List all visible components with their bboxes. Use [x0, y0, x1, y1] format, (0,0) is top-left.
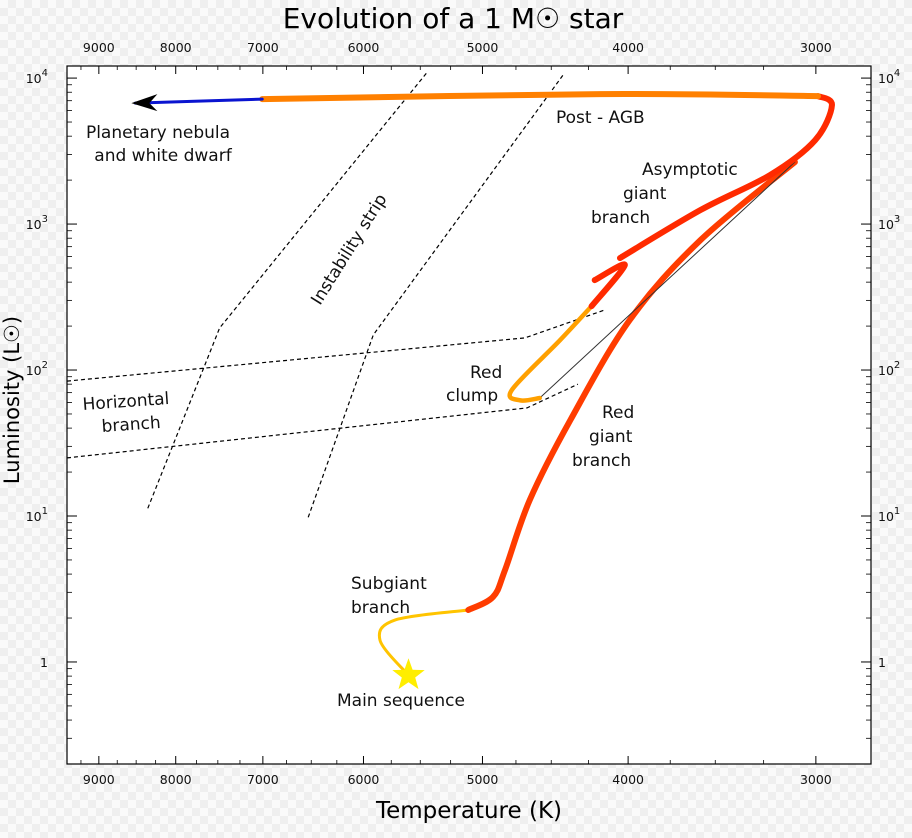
- y-tick-base: 10: [878, 363, 894, 378]
- arrow-head-icon: [131, 94, 158, 112]
- y-tick-exponent: 4: [894, 68, 900, 79]
- x-tick-label-bottom: 5000: [467, 772, 499, 787]
- label-horizontal-branch-2: branch: [101, 413, 161, 437]
- y-tick-base: 10: [26, 509, 42, 524]
- horizontal-branch-lower-line: [66, 383, 579, 459]
- x-tick-label-bottom: 3000: [800, 772, 832, 787]
- asymptotic-giant-track: [588, 261, 628, 310]
- y-tick-exponent: 2: [894, 360, 900, 371]
- y-tick-label-left: 103: [26, 214, 48, 232]
- label-post-agb: Post - AGB: [556, 108, 645, 128]
- y-tick-label-right: 102: [878, 360, 900, 378]
- x-tick-label-top: 8000: [160, 40, 192, 55]
- y-tick-exponent: 3: [42, 214, 48, 225]
- instability-strip-right-line: [307, 72, 565, 518]
- x-tick-label-top: 6000: [348, 40, 380, 55]
- y-tick-base: 1: [40, 655, 48, 670]
- label-agb-3: branch: [591, 208, 650, 228]
- x-tick-label-top: 5000: [467, 40, 499, 55]
- x-tick-label-top: 3000: [800, 40, 832, 55]
- x-tick-label-top: 9000: [83, 40, 115, 55]
- subgiant-track: [377, 608, 470, 677]
- x-tick-label-bottom: 9000: [83, 772, 115, 787]
- y-tick-base: 1: [878, 655, 886, 670]
- label-main-sequence: Main sequence: [337, 691, 465, 711]
- post-agb-track: [259, 91, 822, 103]
- y-tick-exponent: 1: [894, 506, 900, 517]
- label-red-clump-2: clump: [446, 386, 498, 406]
- label-subgiant-1: Subgiant: [351, 574, 427, 594]
- asymptotic-giant-upper-track: [617, 93, 835, 262]
- label-subgiant-2: branch: [351, 598, 410, 618]
- y-tick-base: 10: [26, 363, 42, 378]
- x-tick-label-bottom: 8000: [160, 772, 192, 787]
- y-tick-exponent: 1: [42, 506, 48, 517]
- label-agb-1: Asymptotic: [642, 160, 738, 180]
- y-tick-base: 10: [878, 71, 894, 86]
- label-red-giant-1: Red: [602, 403, 634, 423]
- x-tick-label-bottom: 6000: [348, 772, 380, 787]
- plot-area: [66, 65, 872, 765]
- y-tick-base: 10: [878, 217, 894, 232]
- y-tick-base: 10: [878, 509, 894, 524]
- y-tick-label-right: 1: [878, 655, 886, 670]
- y-tick-exponent: 2: [42, 360, 48, 371]
- chart-title: Evolution of a 1 M☉ star: [283, 2, 624, 35]
- y-tick-exponent: 3: [894, 214, 900, 225]
- instability-strip-left-line: [147, 71, 428, 509]
- y-tick-base: 10: [26, 71, 42, 86]
- main-sequence-star-icon: [392, 658, 425, 690]
- label-planetary-nebula-2: and white dwarf: [94, 146, 232, 166]
- y-axis-label: Luminosity (L☉): [0, 316, 24, 484]
- label-planetary-nebula-1: Planetary nebula: [86, 123, 230, 143]
- y-tick-label-left: 101: [26, 506, 48, 524]
- y-tick-label-right: 104: [878, 68, 900, 86]
- x-tick-label-bottom: 4000: [612, 772, 644, 787]
- y-tick-label-right: 101: [878, 506, 900, 524]
- y-tick-label-right: 103: [878, 214, 900, 232]
- x-tick-label-top: 4000: [612, 40, 644, 55]
- x-tick-label-top: 7000: [247, 40, 279, 55]
- y-tick-label-left: 1: [40, 655, 48, 670]
- y-tick-label-left: 104: [26, 68, 48, 86]
- y-tick-exponent: 4: [42, 68, 48, 79]
- label-red-clump-1: Red: [470, 363, 502, 383]
- label-red-giant-3: branch: [572, 451, 631, 471]
- y-tick-base: 10: [26, 217, 42, 232]
- label-red-giant-2: giant: [589, 427, 633, 447]
- label-agb-2: giant: [623, 184, 667, 204]
- x-axis-label: Temperature (K): [375, 798, 562, 824]
- y-tick-label-left: 102: [26, 360, 48, 378]
- red-giant-track: [465, 159, 798, 614]
- red-clump-track: [507, 303, 594, 403]
- x-tick-label-bottom: 7000: [247, 772, 279, 787]
- helium-flash-track: [539, 161, 796, 399]
